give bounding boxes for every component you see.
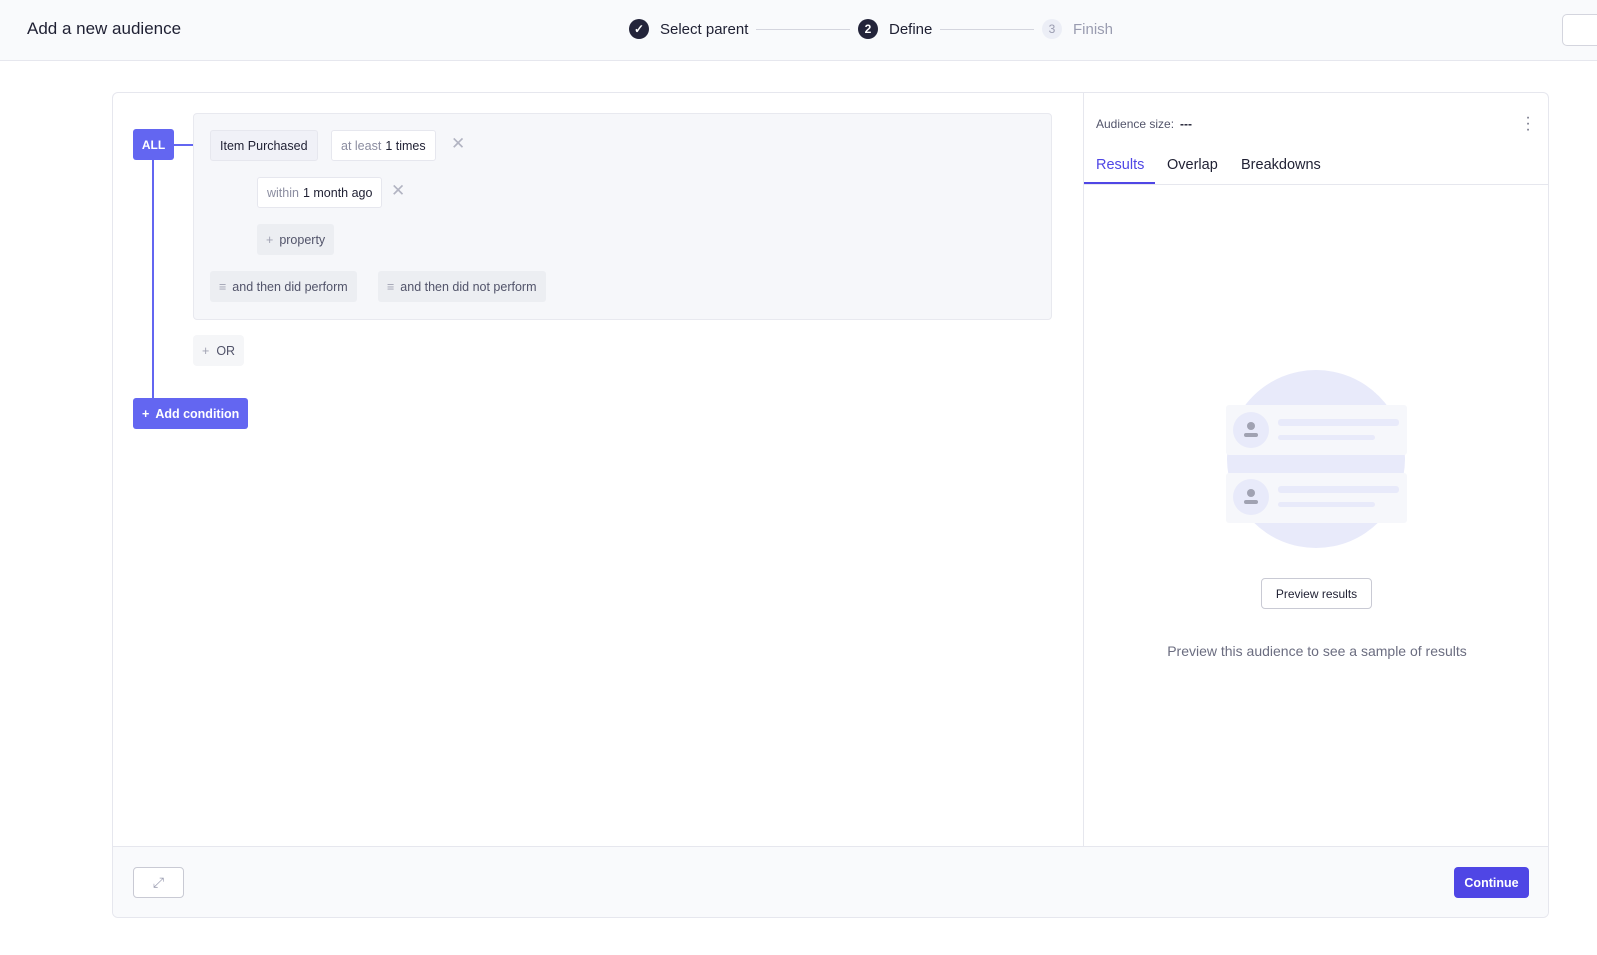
results-tabs: Results Overlap Breakdowns <box>1084 153 1548 185</box>
step-number: 2 <box>858 19 878 39</box>
panel-divider <box>1083 93 1084 846</box>
audience-size-value: --- <box>1180 117 1193 131</box>
add-or-button[interactable]: + OR <box>193 335 245 366</box>
close-icon[interactable]: ✕ <box>391 181 406 200</box>
audience-size-label: Audience size: <box>1096 117 1175 131</box>
audience-size: Audience size: --- <box>1096 117 1192 131</box>
step-connector <box>940 29 1034 30</box>
page-title: Add a new audience <box>27 19 182 38</box>
event-selector[interactable]: Item Purchased <box>210 130 318 161</box>
tab-breakdowns[interactable]: Breakdowns <box>1241 157 1321 173</box>
empty-results-illustration <box>1226 370 1407 548</box>
or-label: OR <box>216 343 236 358</box>
add-property-label: property <box>279 232 326 247</box>
then-did-perform-button[interactable]: ≡ and then did perform <box>210 271 357 302</box>
step-finish: 3 Finish <box>1042 19 1113 39</box>
tab-results[interactable]: Results <box>1096 157 1145 173</box>
expand-button[interactable]: ⤢ <box>133 867 184 898</box>
tab-overlap[interactable]: Overlap <box>1167 157 1218 173</box>
more-options-icon[interactable]: · · · <box>1525 109 1531 138</box>
expand-icon: ⤢ <box>152 874 165 890</box>
check-icon: ✓ <box>629 19 649 39</box>
add-condition-label: Add condition <box>155 406 240 421</box>
add-property-button[interactable]: + property <box>257 224 335 255</box>
step-select-parent: ✓ Select parent <box>629 19 748 39</box>
empty-state-text: Preview this audience to see a sample of… <box>1167 643 1467 659</box>
add-condition-button[interactable]: + Add condition <box>133 398 249 429</box>
connector-line <box>174 144 194 146</box>
step-connector <box>756 29 850 30</box>
step-label: Select parent <box>660 20 749 38</box>
audience-builder-card: ALL Item Purchased at least 1 times ✕ wi… <box>112 92 1549 918</box>
timeframe-value: 1 month ago <box>302 185 373 200</box>
plus-icon: + <box>266 232 274 247</box>
frequency-prefix: at least <box>341 138 382 153</box>
step-define: 2 Define <box>858 19 932 39</box>
plus-icon: + <box>142 406 150 421</box>
step-label: Define <box>889 20 933 38</box>
filter-icon: ≡ <box>219 279 227 294</box>
plus-icon: + <box>202 343 210 358</box>
top-bar: Add a new audience ✓ Select parent 2 Def… <box>0 0 1597 61</box>
footer-bar: ⤢ Continue <box>113 846 1548 917</box>
then-did-not-perform-button[interactable]: ≡ and then did not perform <box>378 271 546 302</box>
then-not-perform-label: and then did not perform <box>400 279 537 294</box>
close-icon[interactable]: ✕ <box>451 134 466 153</box>
connector-line <box>152 160 154 400</box>
then-perform-label: and then did perform <box>232 279 348 294</box>
step-number: 3 <box>1042 19 1062 39</box>
continue-button[interactable]: Continue <box>1454 867 1529 898</box>
timeframe-prefix: within <box>267 185 299 200</box>
timeframe-selector[interactable]: within 1 month ago <box>257 177 383 208</box>
group-operator-button[interactable]: ALL <box>133 129 174 160</box>
preview-results-button[interactable]: Preview results <box>1261 578 1372 609</box>
step-label: Finish <box>1073 20 1114 38</box>
frequency-value: 1 times <box>385 138 426 153</box>
condition-group: Item Purchased at least 1 times ✕ within… <box>193 113 1052 320</box>
active-tab-indicator <box>1084 182 1155 184</box>
frequency-selector[interactable]: at least 1 times <box>331 130 436 161</box>
header-button[interactable] <box>1562 14 1597 46</box>
filter-icon: ≡ <box>387 279 395 294</box>
